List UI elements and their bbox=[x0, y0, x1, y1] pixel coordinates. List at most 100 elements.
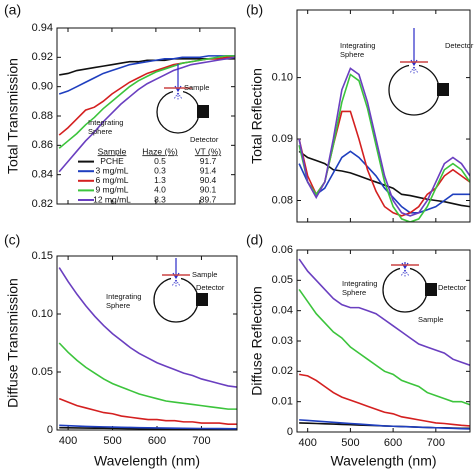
y-tick-label: 0.15 bbox=[32, 250, 53, 262]
panel-label: (b) bbox=[246, 2, 263, 18]
series-line bbox=[299, 373, 470, 427]
y-tick-label: 0 bbox=[287, 426, 293, 438]
scatter-rays bbox=[409, 66, 419, 74]
x-tick-label: 600 bbox=[384, 437, 402, 449]
series-line bbox=[299, 419, 470, 430]
y-tick-label: 0.86 bbox=[32, 139, 53, 151]
series-line bbox=[58, 55, 235, 95]
legend-header: Haze (%) bbox=[142, 146, 178, 156]
series-line bbox=[298, 258, 470, 367]
detector-label: Detector bbox=[445, 41, 474, 50]
y-tick-label: 0.88 bbox=[32, 110, 53, 122]
legend-label: PCHE bbox=[100, 156, 124, 166]
plot-frame bbox=[296, 9, 471, 223]
series-line bbox=[58, 397, 237, 426]
legend-label: 9 mg/mL bbox=[95, 185, 128, 195]
sphere-label: Sphere bbox=[88, 127, 112, 136]
legend-label: 3 mg/mL bbox=[95, 165, 128, 175]
scatter-rays bbox=[400, 269, 410, 277]
x-tick-label: 400 bbox=[298, 437, 316, 449]
y-tick-label: 0.08 bbox=[272, 194, 293, 206]
y-tick-label: 0.03 bbox=[272, 335, 293, 347]
sphere bbox=[153, 277, 199, 323]
scatter-rays bbox=[173, 92, 183, 100]
y-tick-label: 0.02 bbox=[272, 365, 293, 377]
y-tick-label: 0.04 bbox=[272, 305, 293, 317]
legend-header: Sample bbox=[98, 146, 127, 156]
y-tick-label: 0.05 bbox=[272, 274, 293, 286]
detector bbox=[437, 83, 449, 96]
series-line bbox=[298, 288, 470, 406]
y-tick-label: 0.01 bbox=[272, 396, 293, 408]
plot-frame bbox=[56, 255, 238, 431]
panel-label: (a) bbox=[4, 2, 21, 18]
legend-vt: 90.1 bbox=[200, 185, 217, 195]
series-line bbox=[58, 342, 237, 410]
sphere-label: Integrating bbox=[88, 118, 123, 127]
x-tick-label: 700 bbox=[427, 437, 445, 449]
y-tick-label: 0.05 bbox=[32, 366, 53, 378]
detector-label: Detector bbox=[196, 283, 225, 292]
sphere-label: Sphere bbox=[342, 288, 366, 297]
sphere-label: Integrating bbox=[340, 41, 375, 50]
sphere bbox=[382, 267, 428, 313]
y-tick-label: 0.09 bbox=[272, 133, 293, 145]
detector-label: Detector bbox=[190, 135, 219, 144]
x-tick-label: 700 bbox=[192, 435, 210, 447]
detector bbox=[425, 283, 437, 296]
y-tick-label: 0.92 bbox=[32, 51, 53, 63]
x-tick-label: 500 bbox=[341, 437, 359, 449]
sphere-label: Integrating bbox=[342, 279, 377, 288]
legend-label: 6 mg/mL bbox=[95, 175, 128, 185]
sphere bbox=[156, 90, 200, 134]
y-tick-label: 0.84 bbox=[32, 169, 53, 181]
y-tick-label: 0 bbox=[47, 424, 53, 436]
y-tick-label: 0.10 bbox=[32, 308, 53, 320]
series-line bbox=[58, 55, 235, 149]
sphere-label: Sphere bbox=[106, 301, 130, 310]
sphere-label: Sphere bbox=[340, 50, 364, 59]
y-axis-title: Diffuse Reflection bbox=[249, 286, 265, 395]
y-tick-label: 0.06 bbox=[272, 244, 293, 256]
legend-vt: 91.4 bbox=[200, 165, 217, 175]
detector bbox=[197, 105, 209, 118]
legend-label: 12 mg/mL bbox=[93, 194, 131, 204]
legend-vt: 89.7 bbox=[200, 194, 217, 204]
series-line bbox=[58, 267, 237, 388]
y-axis-title: Total Reflection bbox=[249, 68, 265, 164]
x-tick-label: 600 bbox=[148, 435, 166, 447]
x-tick-label: 400 bbox=[59, 435, 77, 447]
series-line bbox=[58, 56, 235, 173]
series-line bbox=[298, 67, 470, 217]
sample-label: Sample bbox=[192, 270, 217, 279]
detector bbox=[196, 293, 208, 306]
y-tick-label: 0.94 bbox=[32, 22, 53, 34]
legend-vt: 91.7 bbox=[200, 156, 217, 166]
legend-haze: 0.3 bbox=[154, 165, 166, 175]
legend-haze: 8.3 bbox=[154, 194, 166, 204]
x-tick-label: 500 bbox=[103, 435, 121, 447]
x-axis-title: Wavelength (nm) bbox=[330, 453, 436, 469]
scatter-rays bbox=[171, 279, 181, 287]
series-line bbox=[298, 150, 470, 214]
legend-haze: 1.3 bbox=[154, 175, 166, 185]
sphere-label: Integrating bbox=[106, 292, 141, 301]
panel-label: (d) bbox=[246, 232, 263, 248]
legend-haze: 4.0 bbox=[154, 185, 166, 195]
y-tick-label: 0.90 bbox=[32, 81, 53, 93]
legend-header: VT (%) bbox=[195, 146, 221, 156]
sample-label: Sample bbox=[184, 83, 209, 92]
y-tick-label: 0.82 bbox=[32, 198, 53, 210]
x-axis-title: Wavelength (nm) bbox=[94, 453, 200, 469]
panel-label: (c) bbox=[4, 232, 20, 248]
y-axis-title: Total Transmission bbox=[5, 58, 21, 174]
y-tick-label: 0.10 bbox=[272, 72, 293, 84]
plot-frame bbox=[56, 27, 236, 205]
sample-label: Sample bbox=[418, 315, 443, 324]
legend-vt: 90.4 bbox=[200, 175, 217, 185]
series-line bbox=[59, 424, 237, 430]
detector-label: Detector bbox=[438, 283, 467, 292]
legend-haze: 0.5 bbox=[154, 156, 166, 166]
y-axis-title: Diffuse Transmission bbox=[5, 278, 21, 408]
